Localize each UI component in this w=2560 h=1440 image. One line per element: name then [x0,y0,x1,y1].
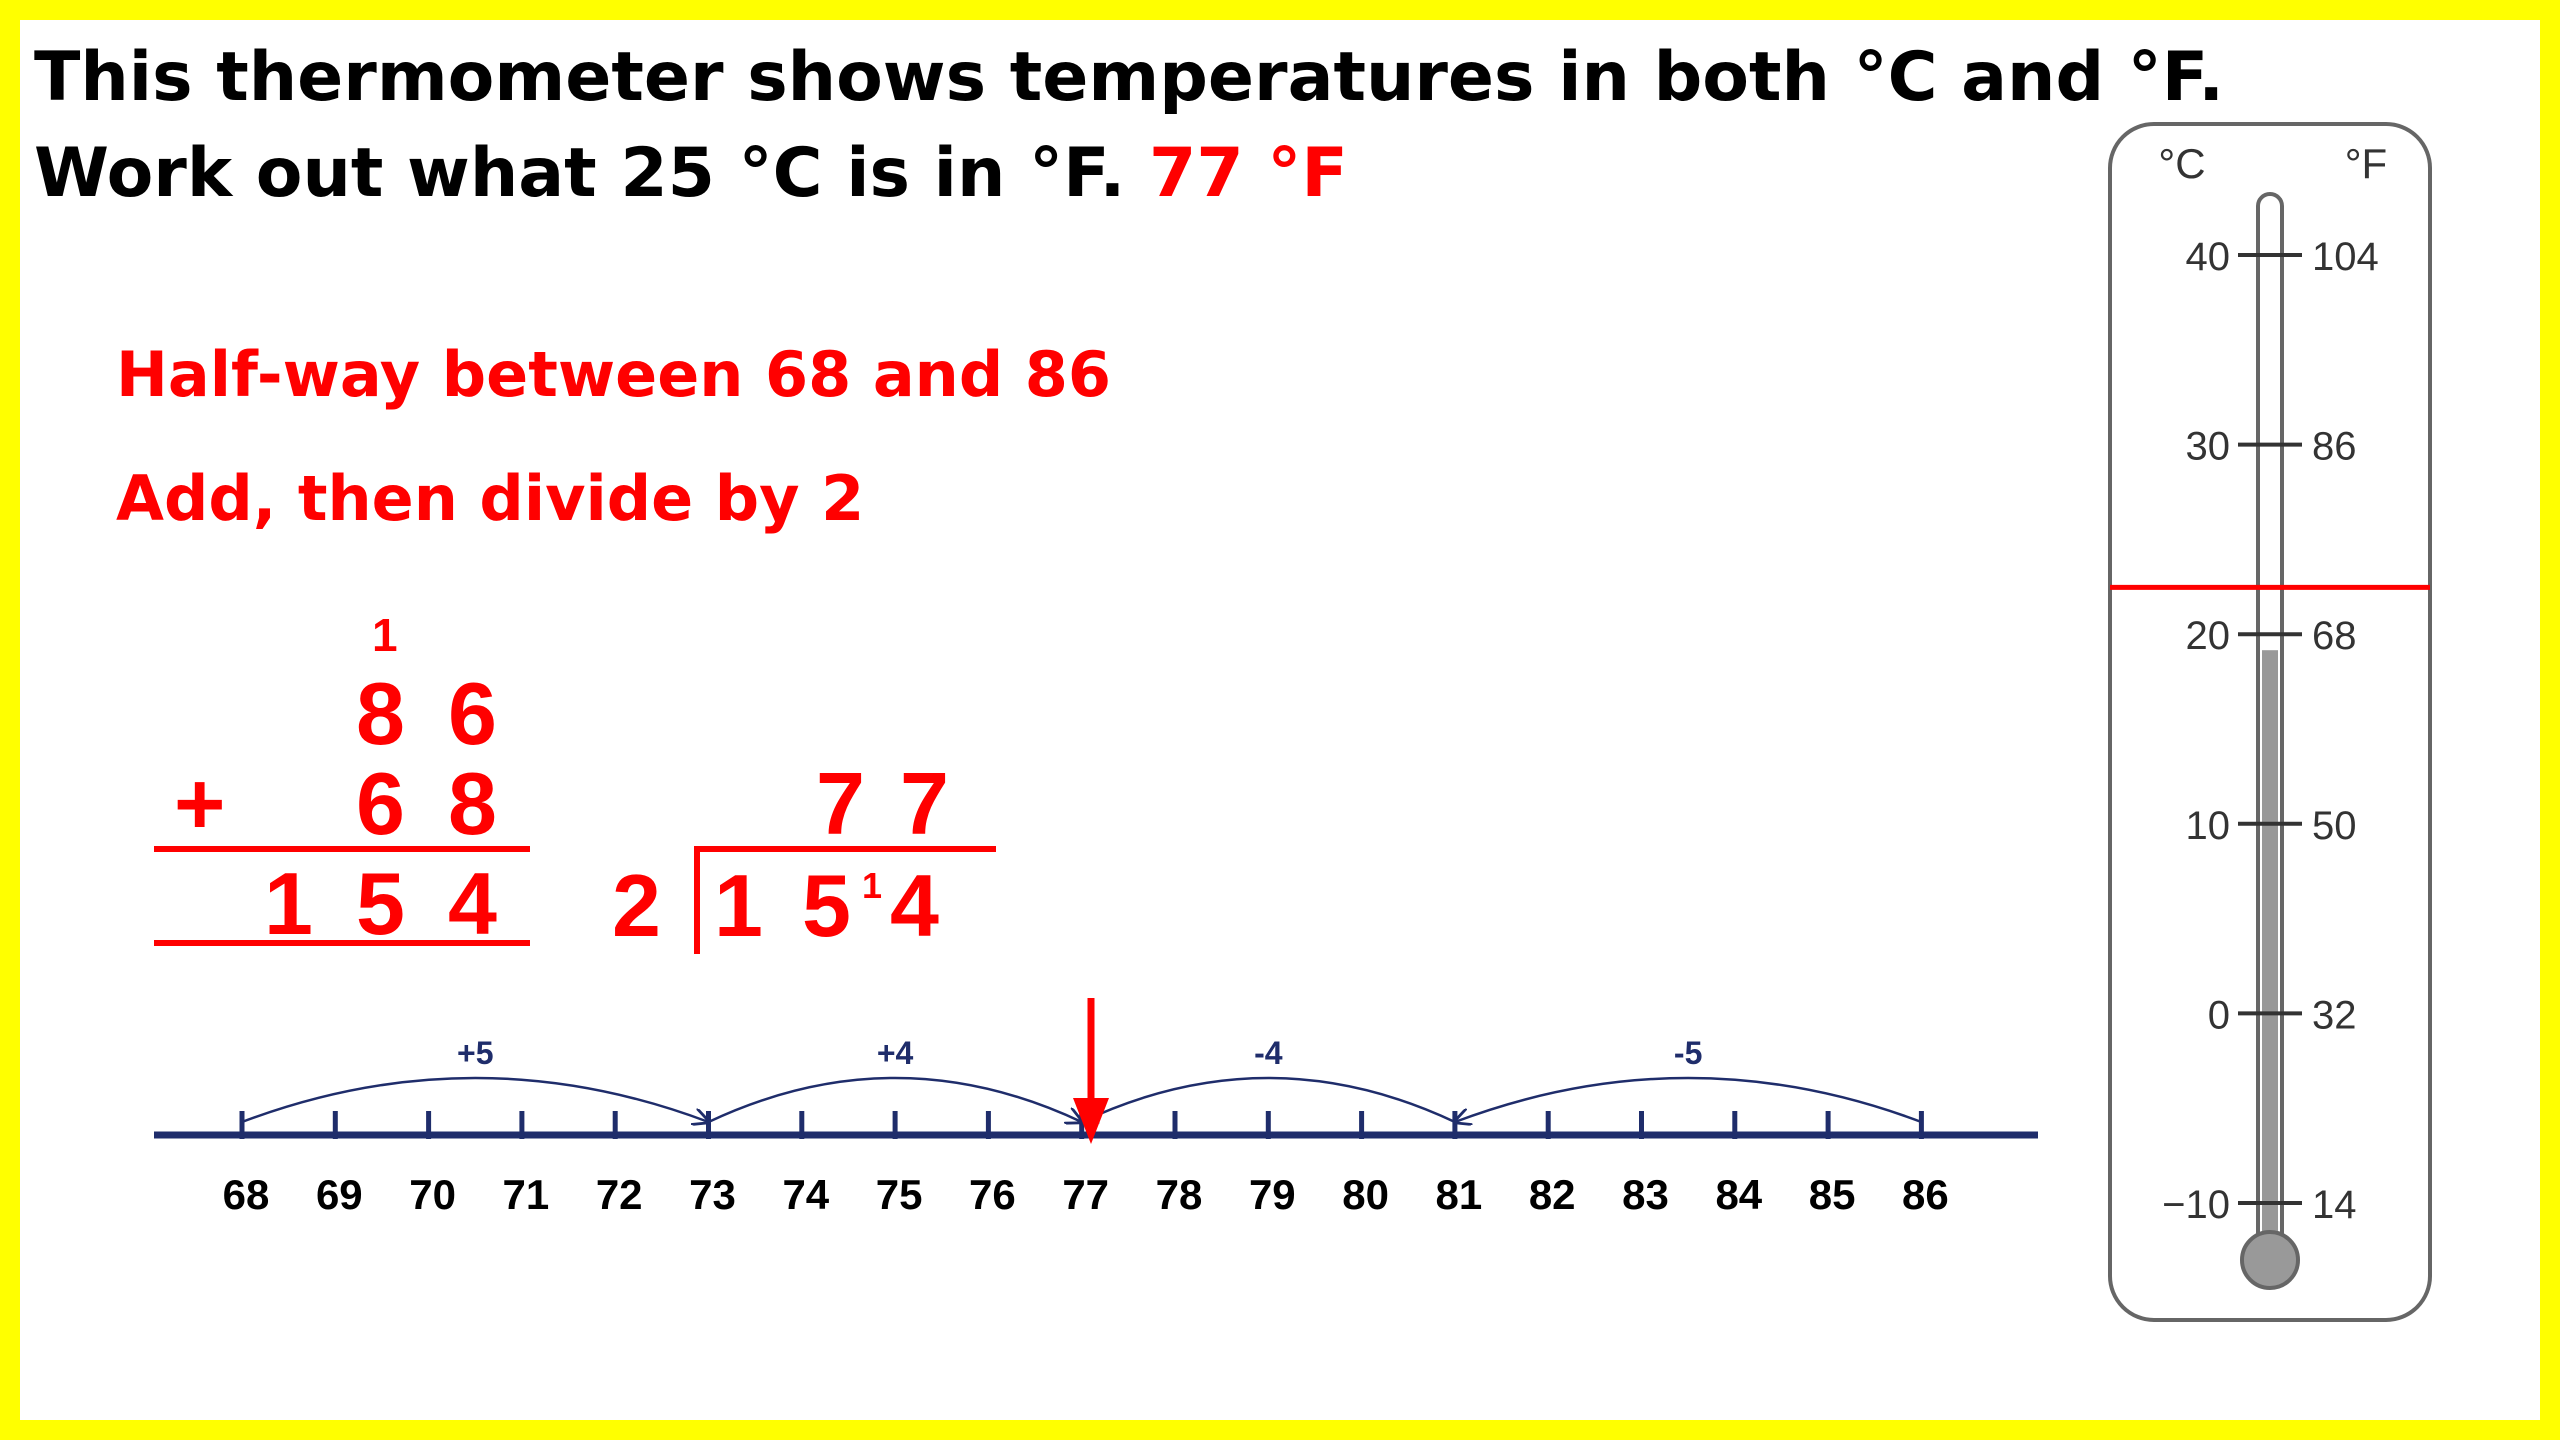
tick-label: 79 [1249,1171,1296,1218]
tick-label: 78 [1156,1171,1203,1218]
division-bracket [694,846,700,954]
plus-sign: + [174,754,226,853]
tick-label: 77 [1062,1171,1109,1218]
celsius-unit: °C [2158,140,2205,187]
fahrenheit-unit: °F [2345,140,2387,187]
celsius-label: 30 [2186,425,2231,469]
tick-label: 82 [1529,1171,1576,1218]
fahrenheit-label: 14 [2312,1183,2357,1227]
slide: This thermometer shows temperatures in b… [20,20,2540,1420]
dividend-tens: 5 [802,856,851,955]
fahrenheit-label: 104 [2312,235,2379,279]
divisor: 2 [612,856,661,955]
question-text: Work out what 25 °C is in °F. [34,134,1126,213]
celsius-label: 40 [2186,235,2231,279]
jump-label: +5 [457,1035,493,1071]
fahrenheit-label: 32 [2312,993,2357,1037]
step-halfway: Half-way between 68 and 86 [116,338,1112,411]
addition-rule-bottom [154,940,530,946]
addend-2-tens: 6 [356,754,405,853]
jump-arc [1455,1076,1922,1122]
answer-text: 77 °F [1149,134,1348,213]
addition-rule-top [154,846,530,852]
jump-label: +4 [877,1035,914,1071]
question-line-2: Work out what 25 °C is in °F. 77 °F [34,134,1348,213]
tick-label: 73 [689,1171,736,1218]
tick-label: 80 [1342,1171,1389,1218]
quotient-ones: 7 [900,754,949,853]
fahrenheit-label: 68 [2312,614,2357,658]
tick-label: 71 [503,1171,550,1218]
tick-label: 75 [876,1171,923,1218]
tick-label: 86 [1902,1171,1949,1218]
thermometer: °C °F 40 104 30 86 20 68 10 50 0 32 −10 14 [2108,122,2432,1322]
dividend-hundreds: 1 [714,856,763,955]
sum-tens: 5 [356,854,405,953]
jump-arc [1082,1076,1456,1122]
fahrenheit-label: 86 [2312,425,2357,469]
number-line: 68 69 70 71 72 73 74 75 76 77 78 79 80 81 82 83 84 85 86 +… [154,998,2038,1218]
step-add-divide: Add, then divide by 2 [116,462,865,535]
quotient-tens: 7 [816,754,865,853]
dividend-ones: 4 [890,856,939,955]
question-line-1: This thermometer shows temperatures in b… [34,38,2225,117]
tick-label: 84 [1715,1171,1762,1218]
tick-label: 68 [223,1171,270,1218]
addend-2-ones: 8 [448,754,497,853]
tick-label: 81 [1436,1171,1483,1218]
addend-1-tens: 8 [356,664,405,763]
mercury-column [2262,650,2278,1240]
tick-label: 74 [782,1171,829,1218]
division-bar [694,846,996,852]
tick-label: 76 [969,1171,1016,1218]
tick-label: 85 [1809,1171,1856,1218]
remainder-carry: 1 [862,865,883,906]
jump-arc [241,1076,709,1122]
celsius-label: 10 [2186,804,2231,848]
celsius-label: 0 [2208,993,2230,1037]
answer-arrow [1073,998,1109,1144]
tick-label: 72 [596,1171,643,1218]
carry-digit: 1 [372,609,398,661]
addend-1-ones: 6 [448,664,497,763]
celsius-label: 20 [2186,614,2231,658]
sum-ones: 4 [448,854,497,953]
jump-arc [707,1076,1082,1122]
thermometer-bulb [2240,1230,2300,1290]
jump-label: -4 [1254,1035,1283,1071]
tick-label: 70 [409,1171,456,1218]
tick-label: 69 [316,1171,363,1218]
jump-label: -5 [1674,1035,1702,1071]
fahrenheit-label: 50 [2312,804,2357,848]
tick-label: 83 [1622,1171,1669,1218]
celsius-label: −10 [2162,1183,2230,1227]
sum-hundreds: 1 [264,854,313,953]
